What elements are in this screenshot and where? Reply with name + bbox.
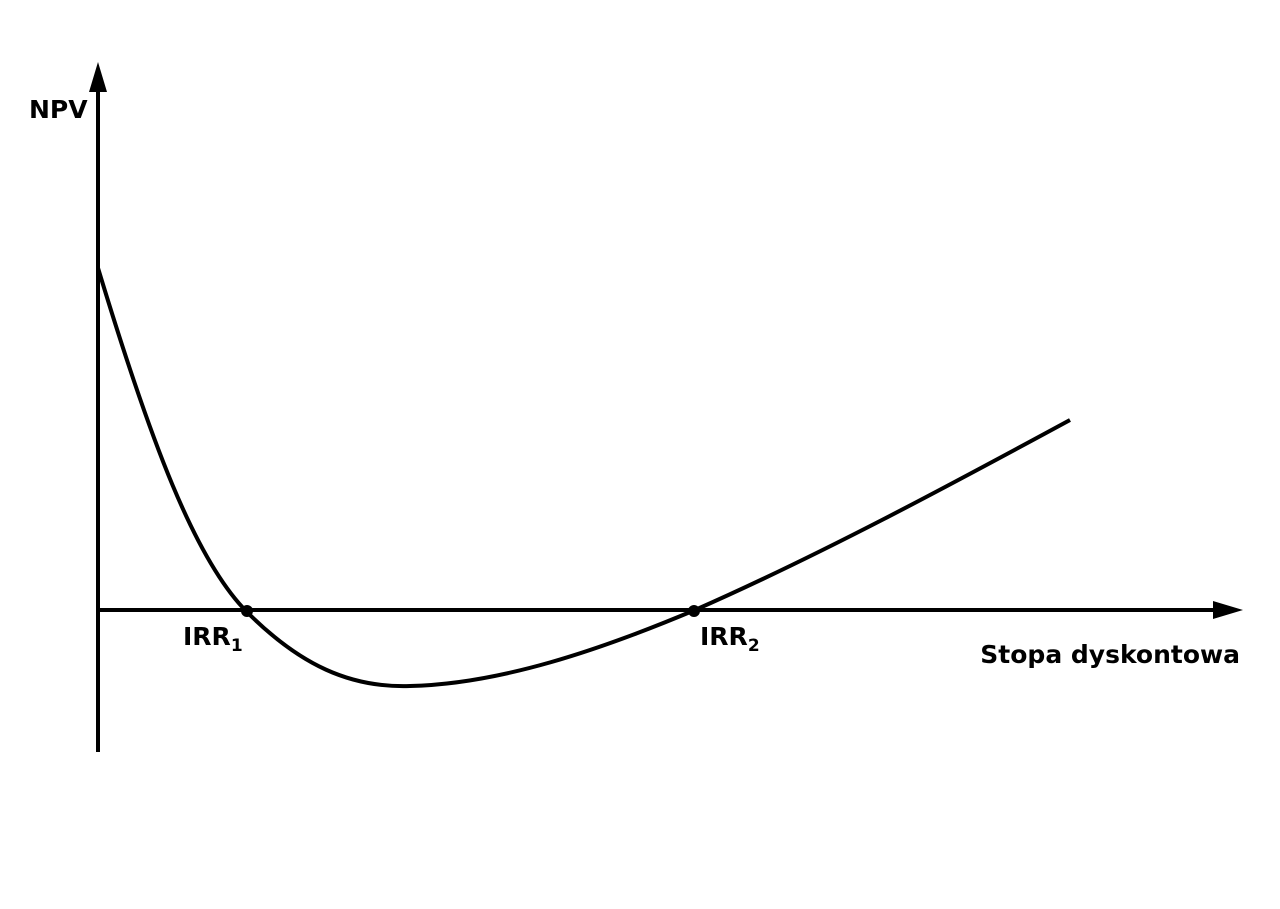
y-axis-arrow (89, 62, 107, 92)
x-axis-label: Stopa dyskontowa (980, 640, 1240, 669)
irr-point (241, 605, 253, 617)
irr-text: IRR (700, 622, 748, 651)
irr-subscript: 2 (748, 636, 760, 656)
irr-label: IRR1 (183, 622, 243, 656)
irr-point (688, 605, 700, 617)
irr-text: IRR (183, 622, 231, 651)
x-axis-arrow (1213, 601, 1243, 619)
irr-label: IRR2 (700, 622, 760, 656)
y-axis-label: NPV (29, 95, 88, 124)
irr-subscript: 1 (231, 636, 243, 656)
npv-curve (96, 267, 1071, 689)
